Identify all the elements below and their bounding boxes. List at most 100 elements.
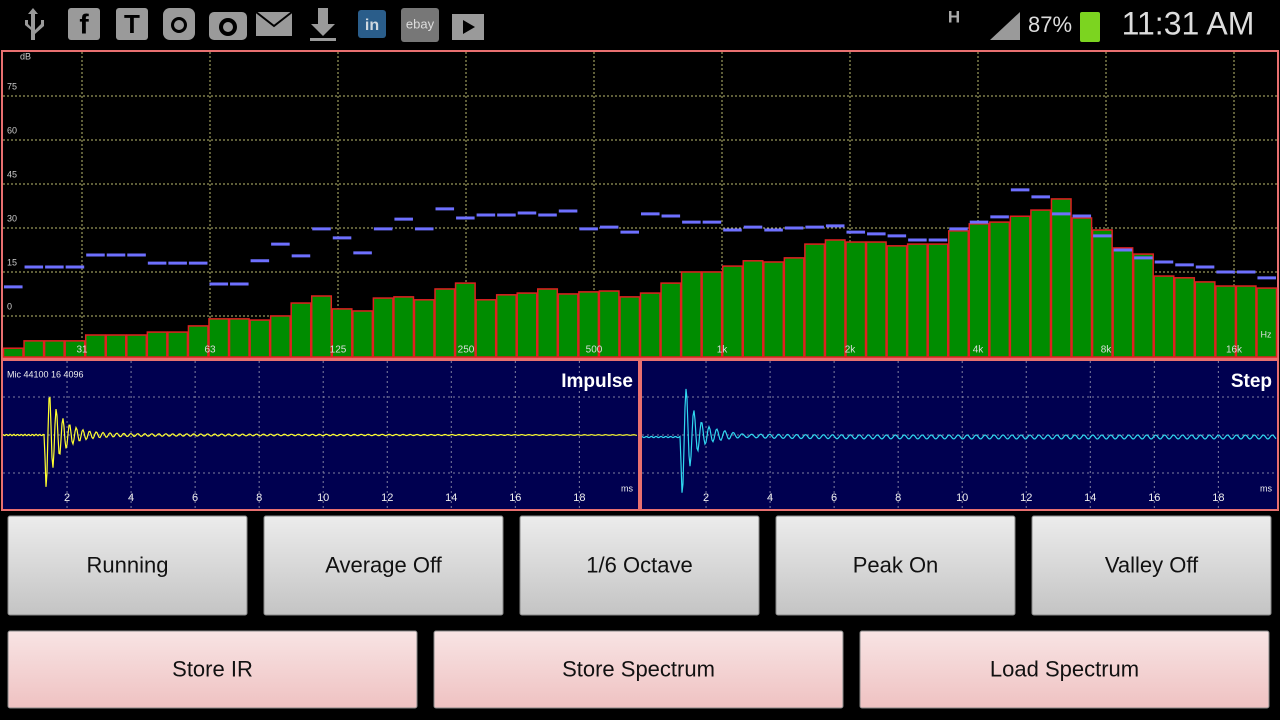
button-label[interactable]: 1/6 Octave <box>586 552 692 577</box>
waveform <box>2 396 638 487</box>
spectrum-bar <box>1256 287 1278 358</box>
x-tick-label: 18 <box>1212 492 1224 504</box>
clock: 11:31 AM <box>1122 5 1255 41</box>
button-face[interactable] <box>433 630 844 709</box>
spectrum-bar <box>865 241 887 358</box>
button-face[interactable] <box>859 630 1270 709</box>
x-tick-label: 12 <box>1020 492 1032 504</box>
button-label[interactable]: Store Spectrum <box>562 656 715 681</box>
spectrum-bar <box>906 243 928 358</box>
spectrum-bar <box>701 271 723 358</box>
button-label[interactable]: Average Off <box>325 552 442 577</box>
x-unit: ms <box>621 483 633 493</box>
x-tick-label: 14 <box>445 492 457 504</box>
button-label[interactable]: Store IR <box>172 656 253 681</box>
x-tick-label: 12 <box>381 492 393 504</box>
x-tick-label: 2 <box>64 492 70 504</box>
spectrum-bar <box>886 245 908 358</box>
svg-text:f: f <box>79 8 89 39</box>
button-label[interactable]: Peak On <box>853 552 939 577</box>
svg-text:ebay: ebay <box>406 16 435 31</box>
spectrum-bar <box>783 257 805 358</box>
x-tick-label: 500 <box>586 345 603 356</box>
spectrum-bar <box>1153 275 1175 358</box>
button-face[interactable] <box>7 630 418 709</box>
button[interactable]: Running <box>7 515 248 616</box>
x-tick-label: 14 <box>1084 492 1096 504</box>
spectrum-bar <box>1235 285 1257 358</box>
x-tick-label: 10 <box>317 492 329 504</box>
x-tick-label: 1k <box>717 345 729 356</box>
y-tick-label: 45 <box>7 169 17 179</box>
button[interactable]: 1/6 Octave <box>519 515 760 616</box>
waveform <box>641 388 1277 493</box>
buttons: Running Average Off 1/6 Octave Peak On Valle… <box>7 515 1272 709</box>
spectrum-bar <box>824 239 846 358</box>
button-label[interactable]: Running <box>87 552 169 577</box>
spectrum-bar <box>23 340 45 358</box>
notification-icons: f T in ebay <box>25 8 1100 42</box>
spectrum-bar <box>105 334 127 358</box>
spectrum-bar <box>1174 277 1196 358</box>
spectrum-bar <box>516 292 538 358</box>
button-face[interactable] <box>7 515 248 616</box>
spectrum-bar <box>495 294 517 358</box>
x-tick-label: 16k <box>1226 345 1243 356</box>
spectrum-bar <box>84 334 106 358</box>
panel-title: Impulse <box>561 371 633 392</box>
button-face[interactable] <box>519 515 760 616</box>
y-tick-label: 75 <box>7 81 17 91</box>
spectrum-bar <box>1215 285 1237 358</box>
x-unit: Hz <box>1261 329 1272 339</box>
x-tick-label: 4k <box>973 345 985 356</box>
button[interactable]: Store Spectrum <box>433 630 844 709</box>
spectrum-bar <box>167 331 189 358</box>
spectrum-bar <box>310 295 333 358</box>
spectrum-bar <box>1091 229 1113 358</box>
spectrum-bar <box>434 288 456 358</box>
x-tick-label: 18 <box>573 492 585 504</box>
x-tick-label: 250 <box>458 345 475 356</box>
button-face[interactable] <box>1031 515 1272 616</box>
button-label[interactable]: Load Spectrum <box>990 656 1139 681</box>
button[interactable]: Peak On <box>775 515 1016 616</box>
x-tick-label: 16 <box>1148 492 1160 504</box>
spectrum-bar <box>1050 198 1072 358</box>
button-face[interactable] <box>775 515 1016 616</box>
spectrum-bar <box>269 315 291 358</box>
button[interactable]: Valley Off <box>1031 515 1272 616</box>
spectrum-bar <box>742 260 764 358</box>
spectrum-bar <box>393 296 415 358</box>
spectrum-bar <box>126 334 148 358</box>
button[interactable]: Average Off <box>263 515 504 616</box>
spectrum-bar <box>639 292 661 358</box>
panel-title: Step <box>1231 371 1272 392</box>
y-tick-label: 60 <box>7 125 17 135</box>
x-tick-label: 8k <box>1101 345 1113 356</box>
spectrum-bar <box>454 282 476 358</box>
button[interactable]: Store IR <box>7 630 418 709</box>
y-tick-label: 0 <box>7 301 12 311</box>
spectrum-bar <box>1112 247 1134 358</box>
network-type: H <box>948 7 960 26</box>
spectrum-bar <box>208 318 230 358</box>
button-label[interactable]: Valley Off <box>1105 552 1199 577</box>
y-tick-label: 30 <box>7 213 17 223</box>
spectrum-bar <box>968 223 990 358</box>
svg-text:T: T <box>124 9 140 39</box>
spectrum-bar <box>228 318 250 358</box>
x-tick-label: 31 <box>76 345 88 356</box>
spectrum-bar <box>249 319 271 358</box>
spectrum-bar <box>475 299 497 358</box>
time-charts: 2 4 6 8 10 12 14 16 18 ms Impulse Mic 44100 16 4096… <box>2 361 1277 509</box>
spectrum-bar <box>1194 281 1216 358</box>
spectrum-bar <box>2 347 24 358</box>
x-tick-label: 10 <box>956 492 968 504</box>
spectrum-bar <box>43 340 65 358</box>
button-face[interactable] <box>263 515 504 616</box>
button[interactable]: Load Spectrum <box>859 630 1270 709</box>
spectrum-bar <box>146 331 168 358</box>
x-tick-label: 4 <box>128 492 134 504</box>
spectrum-bar <box>619 296 641 358</box>
spectrum-bar <box>372 297 394 358</box>
